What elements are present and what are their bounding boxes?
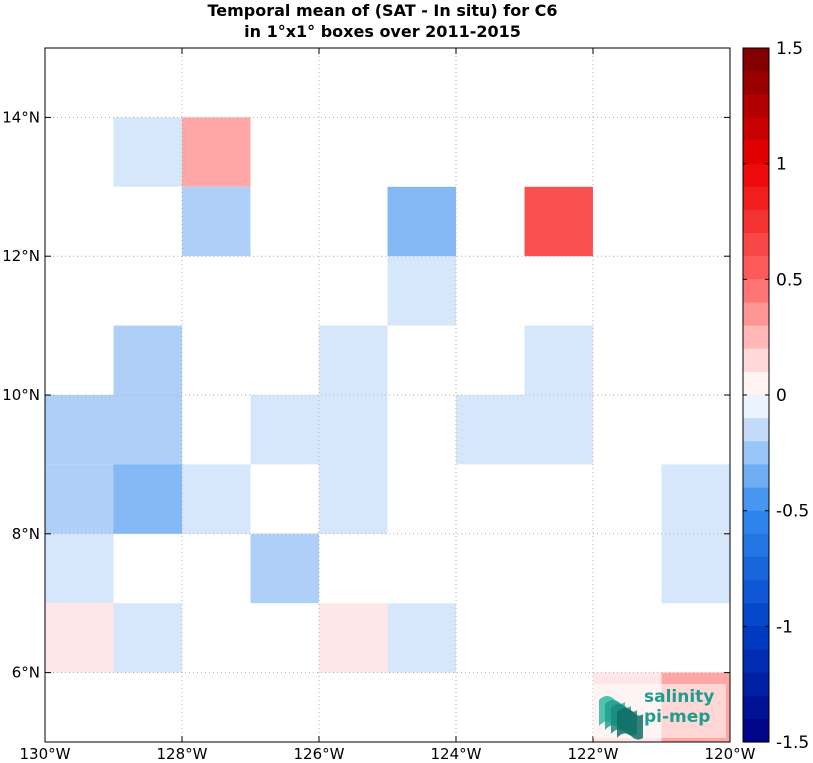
chart-title-line2: in 1°x1° boxes over 2011-2015 bbox=[244, 22, 521, 41]
chart-title: Temporal mean of (SAT - In situ) for C6 … bbox=[45, 0, 720, 42]
heatmap-cell bbox=[319, 603, 388, 673]
x-tick-label: 124°W bbox=[431, 745, 482, 763]
heatmap-cell bbox=[45, 464, 114, 534]
colorbar-tick-label: 0.5 bbox=[776, 270, 803, 290]
heatmap-cell bbox=[661, 464, 730, 534]
heatmap-cell bbox=[113, 395, 182, 465]
heatmap-cell bbox=[250, 395, 319, 465]
colorbar-step bbox=[743, 117, 769, 142]
colorbar-step bbox=[743, 487, 769, 512]
heatmap-cell bbox=[387, 186, 456, 257]
axis-ticks: 130°W 128°W 126°W 124°W 122°W 120°W 6°N 8°N 10°N… bbox=[2, 48, 756, 763]
heatmap-cell bbox=[182, 464, 251, 534]
x-tick-label: 126°W bbox=[294, 745, 345, 763]
heatmap-cells bbox=[45, 117, 730, 742]
wave-icon bbox=[599, 696, 643, 740]
x-tick-label: 122°W bbox=[568, 745, 619, 763]
heatmap-cell bbox=[319, 464, 388, 534]
colorbar-tick-label: -0.5 bbox=[776, 502, 809, 522]
colorbar-step bbox=[743, 418, 769, 442]
x-tick-label: 128°W bbox=[157, 745, 208, 763]
heatmap-cell bbox=[45, 533, 114, 604]
y-tick-label: 12°N bbox=[2, 247, 40, 265]
colorbar-step bbox=[743, 163, 769, 188]
heatmap-cell bbox=[113, 603, 182, 673]
colorbar-step bbox=[743, 48, 769, 72]
colorbar-step bbox=[743, 441, 769, 465]
colorbar-step bbox=[743, 580, 769, 604]
colorbar-step bbox=[743, 348, 769, 373]
colorbar-step bbox=[743, 672, 769, 697]
heatmap-cell bbox=[113, 325, 182, 395]
heatmap-cell bbox=[319, 325, 388, 395]
colorbar-tick-label: -1 bbox=[776, 617, 793, 637]
colorbar-step bbox=[743, 371, 769, 396]
logo-text-salinity: salinity bbox=[644, 687, 714, 707]
wave-layer bbox=[617, 708, 643, 740]
heatmap-cell bbox=[524, 395, 593, 465]
heatmap-cell bbox=[182, 186, 251, 257]
heatmap-cell bbox=[524, 325, 593, 395]
heatmap-cell bbox=[661, 533, 730, 604]
colorbar-step bbox=[743, 279, 769, 304]
heatmap-cell bbox=[45, 395, 114, 465]
x-tick-label: 120°W bbox=[705, 745, 756, 763]
colorbar-step bbox=[743, 533, 769, 558]
colorbar-step bbox=[743, 556, 769, 581]
colorbar-step bbox=[743, 718, 769, 743]
chart-title-line1: Temporal mean of (SAT - In situ) for C6 bbox=[207, 1, 558, 20]
colorbar-tick-label: 0 bbox=[776, 386, 787, 406]
colorbar-step bbox=[743, 256, 769, 280]
colorbar-step bbox=[743, 209, 769, 234]
colorbar-step bbox=[743, 233, 769, 257]
colorbar-step bbox=[743, 71, 769, 95]
salinity-pi-mep-logo: salinity pi-mep bbox=[593, 684, 726, 740]
colorbar-ticks: 1.5 1 0.5 0 -0.5 -1 -1.5 bbox=[743, 39, 809, 753]
colorbar-tick-label: 1 bbox=[776, 155, 787, 175]
colorbar-step bbox=[743, 186, 769, 211]
y-tick-label: 6°N bbox=[12, 664, 40, 682]
y-tick-label: 10°N bbox=[2, 386, 40, 404]
colorbar-step bbox=[743, 510, 769, 535]
heatmap-cell bbox=[182, 117, 251, 187]
colorbar-step bbox=[743, 464, 769, 489]
y-tick-label: 14°N bbox=[2, 108, 40, 126]
colorbar-step bbox=[743, 603, 769, 627]
colorbar-step bbox=[743, 626, 769, 651]
heatmap-cell bbox=[113, 117, 182, 187]
colorbar-step bbox=[743, 140, 769, 165]
colorbar-tick-label: 1.5 bbox=[776, 39, 803, 59]
colorbar-step bbox=[743, 302, 769, 327]
colorbar-step bbox=[743, 325, 769, 350]
colorbar-step bbox=[743, 695, 769, 720]
heatmap-cell bbox=[319, 395, 388, 465]
x-tick-label: 130°W bbox=[20, 745, 71, 763]
heatmap-cell bbox=[387, 256, 456, 326]
colorbar-step bbox=[743, 94, 769, 118]
heatmap-cell bbox=[113, 464, 182, 534]
colorbar-step bbox=[743, 395, 769, 419]
colorbar-step bbox=[743, 649, 769, 674]
heatmap-cell bbox=[250, 533, 319, 604]
logo-text-pi-mep: pi-mep bbox=[644, 707, 710, 727]
heatmap-cell bbox=[45, 603, 114, 673]
heatmap-cell bbox=[387, 603, 456, 673]
colorbar-tick-label: -1.5 bbox=[776, 733, 809, 753]
heatmap-cell bbox=[456, 395, 525, 465]
y-tick-label: 8°N bbox=[12, 525, 40, 543]
colorbar bbox=[743, 48, 769, 743]
heatmap-cell bbox=[524, 186, 593, 257]
